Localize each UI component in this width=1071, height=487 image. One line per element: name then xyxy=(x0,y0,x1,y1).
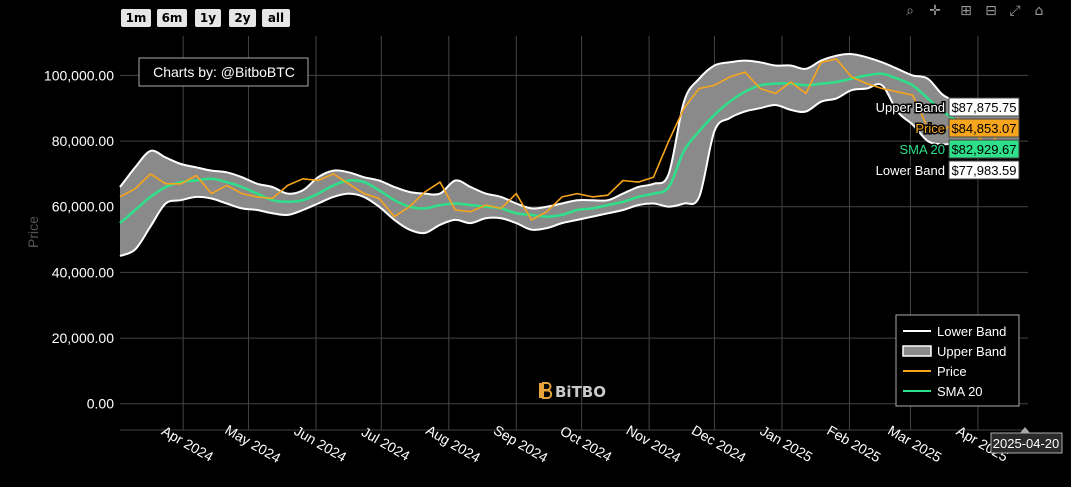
range-button-1y[interactable]: 1y xyxy=(195,9,221,27)
y-tick-label: 40,000.00 xyxy=(52,264,114,280)
legend-label-price[interactable]: Price xyxy=(937,364,967,379)
y-tick-label: 0.00 xyxy=(87,396,114,412)
watermark-text: BiTBO xyxy=(555,383,606,401)
hover-value: $87,875.75 xyxy=(951,100,1016,115)
hover-series-name: SMA 20 xyxy=(899,142,945,157)
hover-date-label: 2025-04-20 xyxy=(993,436,1060,451)
x-tick-label: Sep 2024 xyxy=(491,422,551,466)
hover-value: $84,853.07 xyxy=(951,121,1016,136)
hover-value: $82,929.67 xyxy=(951,142,1016,157)
hover-value-box xyxy=(948,160,1020,180)
y-axis-label: Price xyxy=(25,216,41,248)
hover-series-name: Upper Band xyxy=(876,100,945,115)
hover-value: $77,983.59 xyxy=(951,163,1016,178)
x-tick-label: Aug 2024 xyxy=(423,422,483,466)
legend-label-sma-20[interactable]: SMA 20 xyxy=(937,384,983,399)
upper-band-line xyxy=(119,53,1020,210)
bollinger-band-layer xyxy=(119,53,1020,257)
legend-label-upper-band[interactable]: Upper Band xyxy=(937,344,1006,359)
x-tick-label: Dec 2024 xyxy=(689,422,749,466)
x-tick-label: Jun 2024 xyxy=(292,422,350,465)
range-button-6m[interactable]: 6m xyxy=(157,9,187,27)
hover-value-box xyxy=(948,97,1020,117)
lower-band-line xyxy=(119,83,1020,257)
pan-icon[interactable]: ✛ xyxy=(929,3,941,19)
hover-value-box xyxy=(948,118,1020,138)
hover-series-name: Price xyxy=(915,121,945,136)
x-axis: Apr 2024 May 2024 Jun 2024 Jul 2024 Aug 2024… xyxy=(159,421,1011,466)
legend-swatch-upper-band xyxy=(902,345,932,357)
attribution-box xyxy=(138,57,309,87)
hover-value-box xyxy=(948,139,1020,159)
x-tick-label: Nov 2024 xyxy=(624,422,684,466)
y-tick-label: 80,000.00 xyxy=(52,133,114,149)
hover-series-name: Lower Band xyxy=(876,163,945,178)
reset-axes-icon[interactable]: ⌂ xyxy=(1034,3,1044,19)
sma-20-line xyxy=(119,72,1020,225)
hover-date-pointer xyxy=(1020,427,1030,433)
x-tick-label: May 2024 xyxy=(222,421,283,466)
price-line xyxy=(119,58,1020,221)
watermark: BiTBO xyxy=(539,382,606,401)
legend-label-lower-band[interactable]: Lower Band xyxy=(937,324,1006,339)
x-tick-label: Feb 2025 xyxy=(824,422,883,466)
legend[interactable]: Lower Band Upper Band Price SMA 20 xyxy=(895,314,1020,407)
hover-labels: Upper Band $87,875.75 Price $84,853.07 SMA 2… xyxy=(874,97,1063,454)
bitbo-logo-icon xyxy=(539,382,553,399)
zoom-icon[interactable]: ⌕ xyxy=(906,3,914,19)
range-button-2y[interactable]: 2y xyxy=(229,9,256,27)
y-tick-label: 20,000.00 xyxy=(52,330,114,346)
x-tick-label: Oct 2024 xyxy=(558,423,615,465)
zoom-out-icon[interactable]: ⊟ xyxy=(985,3,997,19)
autoscale-icon[interactable]: ⤢ xyxy=(1009,3,1021,19)
range-button-1m[interactable]: 1m xyxy=(121,9,151,27)
x-tick-label: Mar 2025 xyxy=(885,422,944,466)
y-tick-label: 100,000.00 xyxy=(44,67,114,83)
attribution-text: Charts by: @BitboBTC xyxy=(153,64,295,80)
range-button-all[interactable]: all xyxy=(262,9,290,27)
band-fill-area xyxy=(120,54,1020,256)
x-tick-label: Jan 2025 xyxy=(758,422,816,465)
y-axis: 0.00 20,000.00 40,000.00 60,000.00 80,000.00… xyxy=(44,67,114,411)
x-tick-label: Apr 2024 xyxy=(159,423,216,465)
zoom-in-icon[interactable]: ⊞ xyxy=(960,3,972,19)
y-tick-label: 60,000.00 xyxy=(52,199,114,215)
